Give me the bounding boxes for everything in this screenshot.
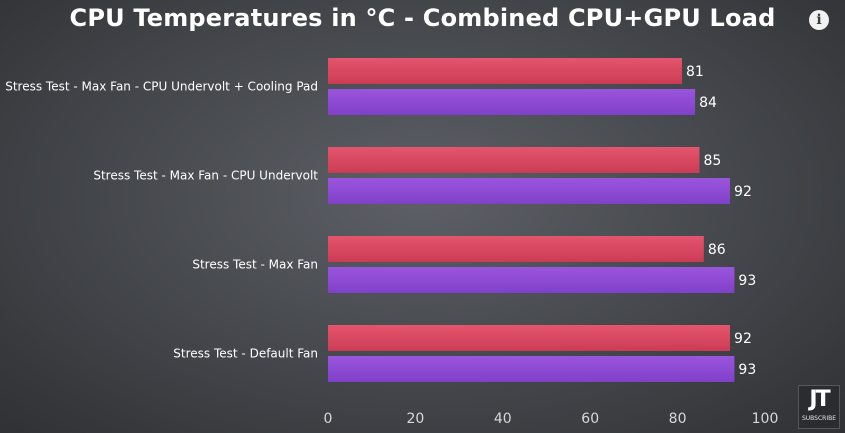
- bar: [328, 58, 682, 84]
- tick-label: 40: [494, 411, 512, 427]
- data-label: 86: [708, 242, 726, 258]
- data-label: 93: [738, 362, 756, 378]
- bar: [328, 236, 704, 262]
- info-icon[interactable]: i: [809, 10, 829, 30]
- bar: [328, 178, 731, 204]
- bar: [328, 356, 735, 382]
- category-label: Stress Test - Default Fan: [173, 347, 318, 361]
- tick-label: 80: [669, 411, 687, 427]
- logo-mark: JT: [809, 387, 830, 412]
- data-label: 85: [703, 153, 721, 169]
- data-label: 93: [738, 273, 756, 289]
- bar: [328, 147, 700, 173]
- data-label: 81: [686, 64, 704, 80]
- data-label: 84: [699, 95, 717, 111]
- category-label: Stress Test - Max Fan - CPU Undervolt: [93, 169, 318, 183]
- bar: [328, 267, 735, 293]
- tick-label: 60: [581, 411, 599, 427]
- bar: [328, 325, 731, 351]
- data-label: 92: [734, 331, 752, 347]
- tick-label: 0: [324, 411, 333, 427]
- data-label: 92: [734, 184, 752, 200]
- logo-subscribe: SUBSCRIBE: [801, 415, 837, 422]
- category-label: Stress Test - Max Fan: [192, 258, 318, 272]
- tick-label: 20: [406, 411, 424, 427]
- chart-title: CPU Temperatures in °C - Combined CPU+GP…: [69, 4, 776, 32]
- tick-label: 100: [752, 411, 779, 427]
- jt-logo[interactable]: JT SUBSCRIBE: [798, 385, 840, 429]
- bar: [328, 89, 696, 115]
- category-label: Stress Test - Max Fan - CPU Undervolt + …: [5, 80, 318, 94]
